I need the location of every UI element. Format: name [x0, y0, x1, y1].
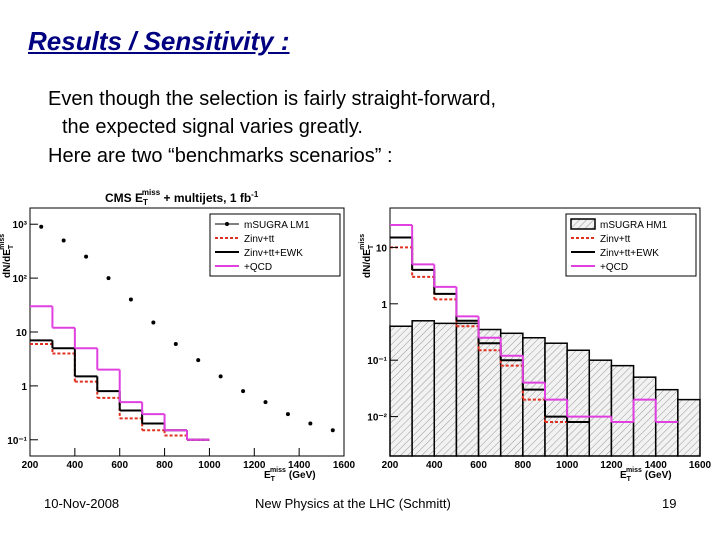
y-axis-label: dN/dETmiss	[0, 234, 15, 278]
x-tick-label: 1000	[198, 460, 221, 471]
x-tick-label: 1600	[689, 460, 712, 471]
data-point	[241, 389, 246, 394]
x-axis-label: ETmiss (GeV)	[264, 467, 316, 483]
x-tick-label: 400	[426, 460, 443, 471]
data-point	[263, 400, 268, 405]
text-part: miss	[359, 234, 366, 250]
x-tick-label: 400	[67, 460, 84, 471]
legend-swatch	[225, 222, 229, 226]
x-tick-label: 1400	[288, 460, 311, 471]
y-axis-label: dN/dETmiss	[359, 234, 375, 278]
text-part: E	[620, 470, 627, 481]
text-part: T	[368, 244, 375, 249]
hist-bar	[588, 359, 613, 457]
hist-bar	[522, 337, 546, 457]
hist-bar	[433, 322, 458, 457]
data-point	[84, 254, 89, 259]
slide-title: Results / Sensitivity :	[28, 26, 290, 56]
legend-label: Zinv+tt+EWK	[600, 248, 659, 259]
legend-label: +QCD	[600, 262, 628, 273]
text-part: + multijets, 1 fb	[160, 191, 251, 205]
x-tick-label: 1200	[243, 460, 266, 471]
data-point	[196, 358, 201, 363]
hist-bar	[632, 376, 657, 457]
y-tick-label: 10⁻¹	[367, 356, 387, 367]
text-part: -1	[251, 190, 259, 199]
text-part: dN/dE	[362, 249, 373, 278]
text-part: miss	[626, 467, 642, 474]
body-line: Here are two “benchmarks scenarios” :	[48, 145, 393, 167]
data-point	[128, 297, 133, 302]
y-tick-label: 10⁻²	[367, 413, 387, 424]
hist-bar	[411, 320, 436, 457]
body-line: Even though the selection is fairly stra…	[48, 88, 496, 110]
x-tick-label: 800	[515, 460, 532, 471]
data-point	[308, 421, 313, 426]
hist-bar	[455, 322, 480, 457]
hist-bar	[677, 398, 701, 457]
text-part: T	[8, 244, 15, 249]
footer-center: New Physics at the LHC (Schmitt)	[255, 496, 451, 511]
legend-label: +QCD	[244, 262, 272, 273]
hist-bar	[610, 364, 635, 457]
x-axis-label: ETmiss (GeV)	[620, 467, 672, 483]
y-tick-label: 1	[381, 300, 387, 311]
x-tick-label: 200	[382, 460, 399, 471]
legend-label: mSUGRA LM1	[244, 220, 310, 231]
text-part: (GeV)	[289, 470, 316, 481]
text-part: miss	[142, 188, 161, 197]
footer-date: 10-Nov-2008	[44, 496, 120, 511]
text-part: miss	[270, 467, 286, 474]
hist-bar	[566, 349, 591, 457]
x-tick-label: 1200	[600, 460, 623, 471]
text-part: CMS E	[105, 191, 143, 205]
data-point	[106, 276, 111, 281]
data-point	[151, 320, 156, 325]
x-tick-label: 800	[156, 460, 173, 471]
text-part: E	[264, 470, 271, 481]
text-part: (GeV)	[645, 470, 672, 481]
data-point	[285, 412, 290, 417]
x-tick-label: 600	[111, 460, 128, 471]
x-tick-label: 600	[470, 460, 487, 471]
x-tick-label: 200	[22, 460, 39, 471]
legend-label: mSUGRA HM1	[600, 220, 668, 231]
body-line: the expected signal varies greatly.	[62, 116, 363, 138]
legend-label: Zinv+tt	[244, 234, 275, 245]
hist-bar	[477, 328, 502, 457]
text-part: miss	[0, 234, 6, 250]
legend-swatch	[570, 218, 596, 230]
data-point	[61, 238, 66, 243]
x-tick-label: 1400	[645, 460, 668, 471]
footer-page: 19	[662, 496, 677, 511]
y-tick-label: 10	[16, 328, 28, 339]
data-point	[39, 224, 44, 229]
y-tick-label: 1	[21, 382, 27, 393]
data-point	[173, 341, 178, 346]
hist-bar	[389, 325, 413, 457]
text-part: T	[271, 476, 276, 483]
y-tick-label: 10²	[13, 274, 28, 285]
chart-title: CMS ETmiss + multijets, 1 fb-1	[105, 188, 259, 207]
x-tick-label: 1000	[556, 460, 579, 471]
text-part: T	[627, 476, 632, 483]
y-tick-label: 10³	[13, 220, 28, 231]
legend-label: Zinv+tt+EWK	[244, 248, 303, 259]
x-tick-label: 1600	[333, 460, 356, 471]
legend-label: Zinv+tt	[600, 234, 631, 245]
data-point	[218, 374, 223, 379]
data-point	[330, 428, 335, 433]
y-tick-label: 10	[376, 243, 388, 254]
text-part: dN/dE	[2, 249, 13, 278]
y-tick-label: 10⁻¹	[7, 436, 27, 447]
hist-bar	[499, 332, 524, 457]
text-part: T	[143, 198, 148, 207]
